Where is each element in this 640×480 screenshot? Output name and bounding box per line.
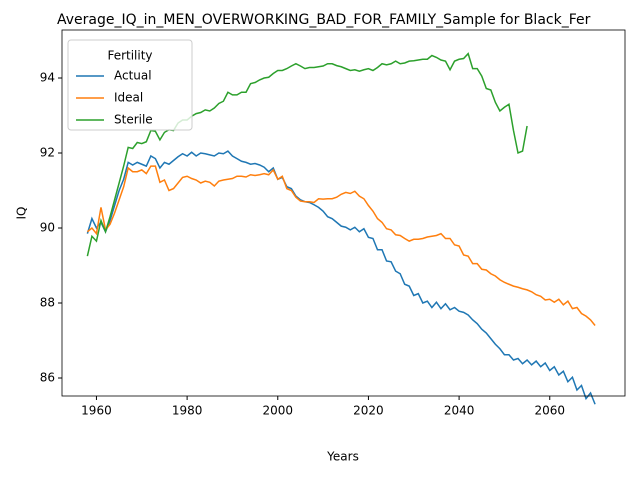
y-axis-label: IQ: [15, 207, 29, 220]
x-axis-label: Years: [326, 450, 359, 464]
y-tick-label: 92: [40, 146, 55, 160]
legend-label: Actual: [114, 69, 152, 83]
legend-label: Ideal: [114, 91, 143, 105]
legend-title: Fertility: [107, 49, 152, 63]
legend-box: [67, 39, 193, 131]
y-tick-label: 88: [40, 296, 55, 310]
plot-frame: [61, 29, 626, 397]
x-tick-label: 2020: [353, 404, 384, 418]
legend: Fertility Actual Ideal Sterile: [67, 39, 193, 131]
y-tick-label: 86: [40, 371, 55, 385]
line-series: [86, 52, 528, 257]
line-series: [86, 165, 596, 326]
chart-title: Average_IQ_in_MEN_OVERWORKING_BAD_FOR_FA…: [57, 12, 591, 28]
x-tick-label: 2040: [444, 404, 475, 418]
x-tick-label: 1960: [81, 404, 112, 418]
x-tick-label: 2000: [262, 404, 293, 418]
y-tick-label: 94: [40, 71, 55, 85]
line-series: [86, 150, 596, 405]
x-tick-label: 1980: [172, 404, 203, 418]
x-tick-label: 2060: [534, 404, 565, 418]
legend-label: Sterile: [114, 113, 153, 127]
y-tick-label: 90: [40, 221, 55, 235]
